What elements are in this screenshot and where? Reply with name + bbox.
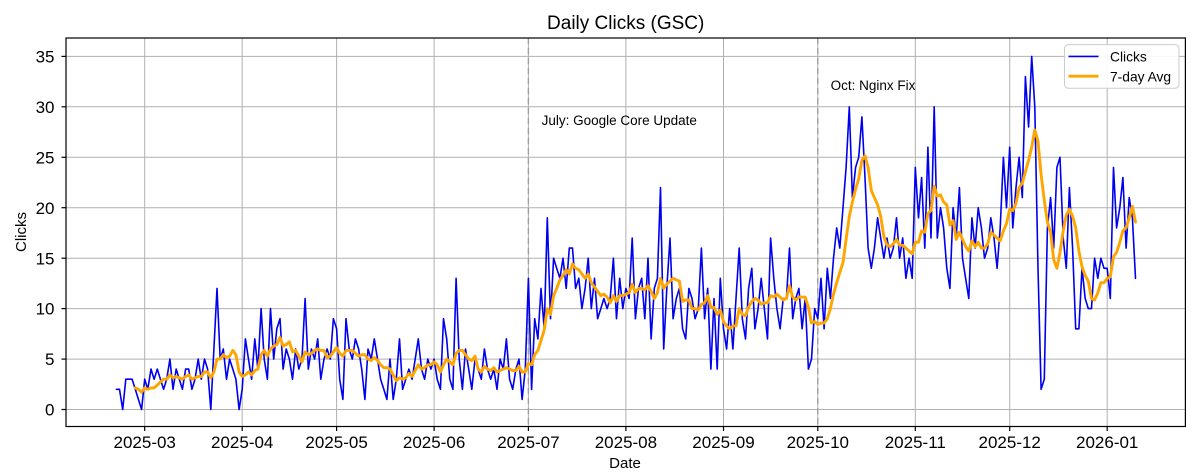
svg-text:7-day Avg: 7-day Avg (1110, 69, 1171, 84)
svg-text:0: 0 (45, 401, 54, 420)
svg-text:2026-01: 2026-01 (1076, 433, 1138, 452)
svg-text:10: 10 (36, 300, 55, 319)
svg-text:July: Google Core Update: July: Google Core Update (542, 113, 697, 128)
svg-text:2025-05: 2025-05 (305, 433, 367, 452)
svg-text:25: 25 (36, 148, 55, 167)
svg-text:Date: Date (609, 455, 641, 472)
svg-text:2025-08: 2025-08 (595, 433, 657, 452)
svg-text:15: 15 (36, 249, 55, 268)
svg-text:2025-06: 2025-06 (403, 433, 465, 452)
svg-text:30: 30 (36, 98, 55, 117)
svg-text:2025-11: 2025-11 (885, 433, 946, 452)
svg-text:2025-12: 2025-12 (979, 433, 1041, 452)
svg-text:2025-04: 2025-04 (211, 433, 273, 452)
svg-text:Oct: Nginx Fix: Oct: Nginx Fix (831, 78, 916, 93)
svg-text:2025-10: 2025-10 (787, 433, 849, 452)
svg-text:Daily Clicks (GSC): Daily Clicks (GSC) (547, 13, 704, 34)
svg-text:35: 35 (36, 48, 55, 67)
svg-text:2025-09: 2025-09 (692, 433, 754, 452)
svg-text:2025-03: 2025-03 (114, 433, 176, 452)
svg-text:Clicks: Clicks (1110, 49, 1147, 64)
svg-text:20: 20 (36, 199, 55, 218)
svg-text:5: 5 (45, 350, 54, 369)
svg-text:2025-07: 2025-07 (497, 433, 559, 452)
svg-text:Clicks: Clicks (13, 212, 30, 252)
